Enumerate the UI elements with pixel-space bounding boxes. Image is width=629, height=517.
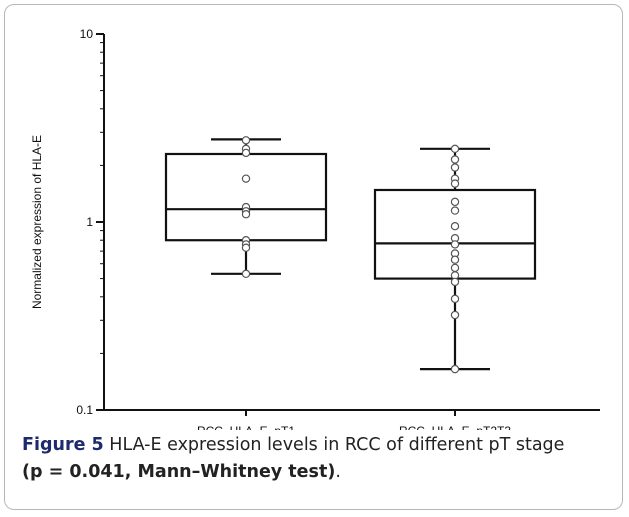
data-point <box>450 277 460 287</box>
data-point <box>450 144 460 154</box>
data-point <box>241 148 251 158</box>
x-tick-label: RCC_HLA_E_pT1 <box>197 424 295 430</box>
figure-frame <box>4 4 623 510</box>
data-point <box>450 364 460 374</box>
y-tick-label: 0.1 <box>76 403 93 417</box>
y-axis: 10 1 0.1 <box>76 27 105 417</box>
x-axis: RCC_HLA_E_pT1 RCC_HLA_E_pT2T3 <box>104 409 600 430</box>
data-point <box>450 221 460 231</box>
data-point <box>450 294 460 304</box>
box-group <box>164 136 328 279</box>
caption-stat: (p = 0.041, Mann–Whitney test) <box>22 462 336 482</box>
y-tick-label: 1 <box>86 215 93 229</box>
figure-caption: Figure 5 HLA-E expression levels in RCC … <box>22 432 612 486</box>
data-point <box>241 174 251 183</box>
data-point <box>450 155 460 164</box>
caption-label: Figure 5 <box>22 435 104 455</box>
y-tick-label: 10 <box>80 27 94 41</box>
data-point <box>450 240 460 249</box>
data-point <box>241 136 251 145</box>
caption-text: HLA-E expression levels in RCC of differ… <box>103 435 565 455</box>
y-axis-label: Normalized expression of HLA-E <box>30 135 44 309</box>
data-point <box>450 263 460 273</box>
data-point <box>450 206 460 215</box>
x-tick-label: RCC_HLA_E_pT2T3 <box>399 424 511 430</box>
data-point <box>241 210 251 219</box>
box-rect <box>164 152 328 242</box>
data-point <box>450 179 460 188</box>
data-point <box>241 243 251 252</box>
data-point <box>450 163 460 172</box>
box-plot: 10 1 0.1 RCC_HLA_E_pT1 RCC_HLA_E_pT2T3 Norm… <box>30 27 600 430</box>
data-point <box>241 269 251 279</box>
data-point <box>450 197 460 207</box>
boxes-layer <box>164 136 537 374</box>
caption-end: . <box>335 462 341 482</box>
data-point <box>450 310 460 320</box>
data-point <box>450 255 460 264</box>
box-group <box>373 144 537 374</box>
